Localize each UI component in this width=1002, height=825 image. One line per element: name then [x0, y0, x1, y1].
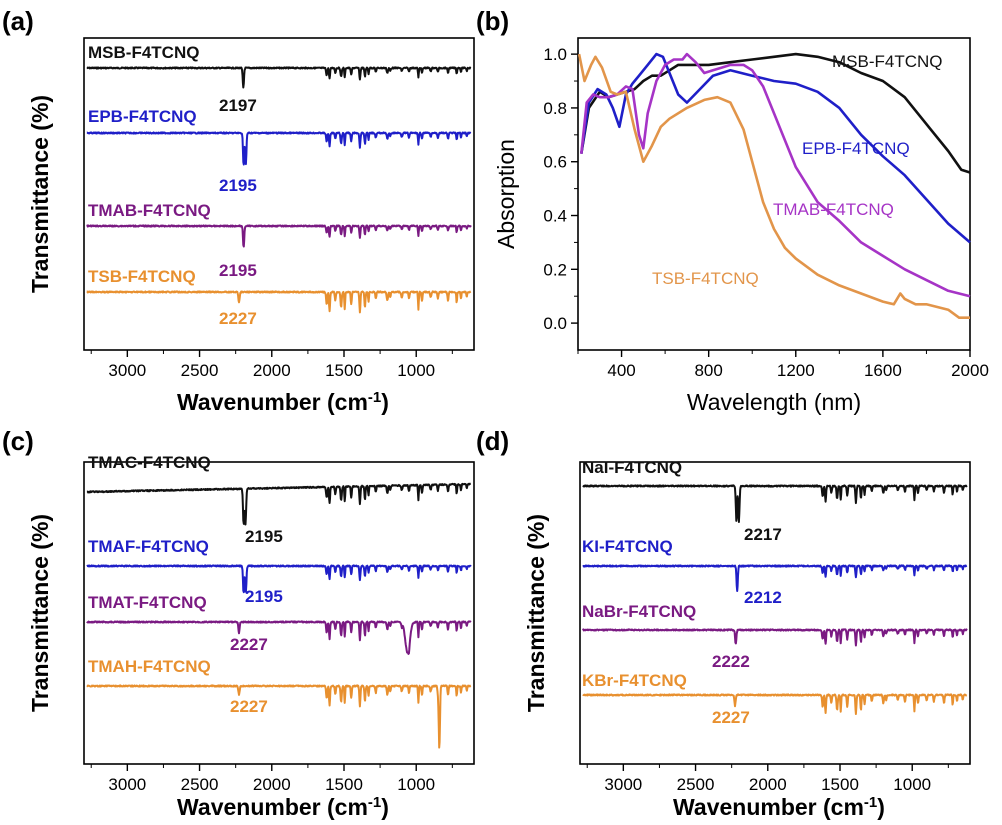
series-line [580, 52, 971, 298]
series-label: NaBr-F4TCNQ [582, 602, 696, 621]
panel-label: (d) [476, 426, 509, 456]
panel-1: (b) 400 800 1200 1600 2000 Wavelength (nm) Abso… [476, 6, 989, 415]
x-tick-label: 1200 [777, 361, 815, 380]
series-line [580, 52, 971, 174]
series-label: TMAB-F4TCNQ [773, 200, 894, 219]
series-label: TMAT-F4TCNQ [88, 593, 207, 612]
series-line [582, 693, 968, 715]
series-line [580, 52, 971, 244]
peak-label: 2227 [230, 697, 268, 716]
series-label: MSB-F4TCNQ [832, 52, 943, 71]
series-label: TMAF-F4TCNQ [88, 537, 209, 556]
peak-label: 2227 [712, 708, 750, 727]
x-tick-label: 2000 [253, 361, 291, 380]
peak-label: 2227 [230, 635, 268, 654]
panel-2: (c) 3000 2500 2000 1500 1000 Wavenumber (cm-1)… [2, 426, 475, 820]
x-tick-label: 2500 [181, 775, 219, 794]
x-axis-label: Wavenumber (cm-1) [177, 794, 389, 820]
x-tick-label: 2500 [181, 361, 219, 380]
series-label: TSB-F4TCNQ [88, 267, 196, 286]
series-label: NaI-F4TCNQ [582, 458, 682, 477]
series-label: EPB-F4TCNQ [88, 107, 197, 126]
panel-label: (b) [476, 6, 509, 36]
series-label: TMAC-F4TCNQ [88, 453, 211, 472]
series-line [86, 620, 472, 655]
x-tick-label: 2000 [749, 775, 787, 794]
x-tick-label: 1000 [397, 361, 435, 380]
y-axis-label: Transmittance (%) [27, 514, 53, 712]
peak-label: 2222 [712, 652, 750, 671]
series-line [86, 482, 472, 526]
y-axis-label: Transmittance (%) [27, 95, 53, 293]
x-tick-label: 2000 [951, 361, 989, 380]
x-axis-label: Wavenumber (cm-1) [177, 389, 389, 415]
x-tick-label: 1500 [821, 775, 859, 794]
peak-label: 2195 [219, 176, 257, 195]
x-tick-label: 800 [694, 361, 722, 380]
x-tick-label: 400 [607, 361, 635, 380]
series-line [86, 290, 472, 314]
series-line [86, 564, 472, 594]
y-tick-label: 0.2 [543, 260, 567, 279]
x-tick-label: 2000 [253, 775, 291, 794]
plot-frame [83, 37, 475, 351]
series-label: MSB-F4TCNQ [88, 43, 199, 62]
series-line [86, 684, 472, 749]
x-tick-label: 1000 [397, 775, 435, 794]
series-line [86, 131, 472, 166]
y-tick-label: 0.8 [543, 99, 567, 118]
series-line [577, 53, 970, 319]
x-tick-label: 1500 [325, 775, 363, 794]
peak-label: 2217 [744, 525, 782, 544]
series-line [86, 224, 472, 248]
y-tick-label: 0.0 [543, 314, 567, 333]
series-line [582, 628, 968, 647]
x-tick-label: 2500 [677, 775, 715, 794]
panel-label: (c) [2, 426, 34, 456]
series-label: KI-F4TCNQ [582, 537, 673, 556]
series-label: TSB-F4TCNQ [652, 269, 759, 288]
peak-label: 2195 [245, 527, 283, 546]
panel-3: (d) 3000 2500 2000 1500 1000 Wavenumber (cm-1)… [476, 426, 971, 820]
peak-label: 2227 [219, 309, 257, 328]
peak-label: 2212 [744, 588, 782, 607]
peak-label: 2195 [219, 261, 257, 280]
x-axis-label: Wavenumber (cm-1) [673, 794, 885, 820]
x-tick-label: 3000 [604, 775, 642, 794]
x-tick-label: 1600 [864, 361, 902, 380]
y-axis-label: Transmittance (%) [523, 514, 549, 712]
y-tick-label: 0.4 [543, 207, 567, 226]
x-axis-label: Wavelength (nm) [687, 389, 861, 415]
y-tick-label: 0.6 [543, 153, 567, 172]
series-label: KBr-F4TCNQ [582, 671, 687, 690]
series-label: EPB-F4TCNQ [802, 139, 910, 158]
peak-label: 2197 [219, 96, 257, 115]
y-tick-label: 1.0 [543, 45, 567, 64]
panel-0: (a) 3000 2500 2000 1500 1000 Wavenumber (cm-1)… [2, 6, 475, 415]
x-tick-label: 1500 [325, 361, 363, 380]
x-tick-label: 3000 [108, 775, 146, 794]
series-label: TMAH-F4TCNQ [88, 657, 211, 676]
x-tick-label: 1000 [893, 775, 931, 794]
series-label: TMAB-F4TCNQ [88, 201, 211, 220]
series-line [582, 484, 968, 523]
y-axis-label: Absorption [493, 139, 519, 249]
series-line [582, 564, 968, 592]
series-line [86, 66, 472, 89]
plot-frame [579, 461, 971, 765]
plot-frame [83, 461, 475, 765]
panel-label: (a) [2, 6, 34, 36]
x-tick-label: 3000 [108, 361, 146, 380]
plot-frame [577, 37, 971, 351]
peak-label: 2195 [245, 587, 283, 606]
